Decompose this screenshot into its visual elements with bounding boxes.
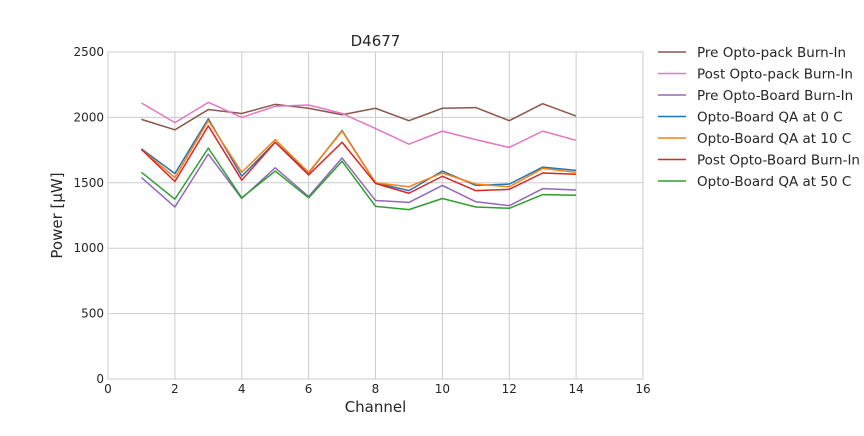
series-line-1 [141,101,577,149]
series-line-5 [140,125,577,195]
series-line-0 [141,102,577,131]
chart-title: D4677 [351,32,401,50]
grid-layer [107,51,644,380]
y-tick-labels: 0 500 1000 1500 2000 2500 [73,45,104,386]
y-tick-label: 2500 [73,45,104,59]
legend-label: Pre Opto-pack Burn-In [697,45,846,61]
series-line-2 [140,153,577,208]
x-tick-label: 10 [435,382,450,396]
legend-label: Pre Opto-Board Burn-In [697,88,853,104]
legend-label: Opto-Board QA at 0 C [697,110,843,126]
series-line-4 [140,119,577,188]
legend-label: Post Opto-Board Burn-In [697,153,860,169]
y-tick-label: 1000 [73,241,104,255]
legend: Pre Opto-pack Burn-In Post Opto-pack Burn… [658,45,860,190]
legend-label: Post Opto-pack Burn-In [697,67,853,83]
y-axis-label: Power [μW] [48,172,66,258]
series-line-6 [140,147,577,211]
x-tick-label: 12 [502,382,517,396]
x-axis-label: Channel [345,398,407,416]
legend-label: Opto-Board QA at 10 C [697,131,851,147]
x-tick-label: 16 [635,382,650,396]
y-tick-label: 2000 [73,110,104,124]
x-tick-labels: 0 2 4 6 8 10 12 14 16 [104,382,650,396]
y-tick-label: 0 [96,372,104,386]
y-tick-label: 1500 [73,176,104,190]
x-tick-label: 14 [568,382,583,396]
x-tick-label: 4 [238,382,246,396]
y-tick-label: 500 [81,307,104,321]
legend-label: Opto-Board QA at 50 C [697,174,851,190]
x-tick-label: 8 [372,382,380,396]
series-lines [140,101,577,211]
plot-area-border [107,51,644,380]
x-tick-label: 6 [305,382,313,396]
x-tick-label: 0 [104,382,112,396]
x-tick-label: 2 [171,382,179,396]
